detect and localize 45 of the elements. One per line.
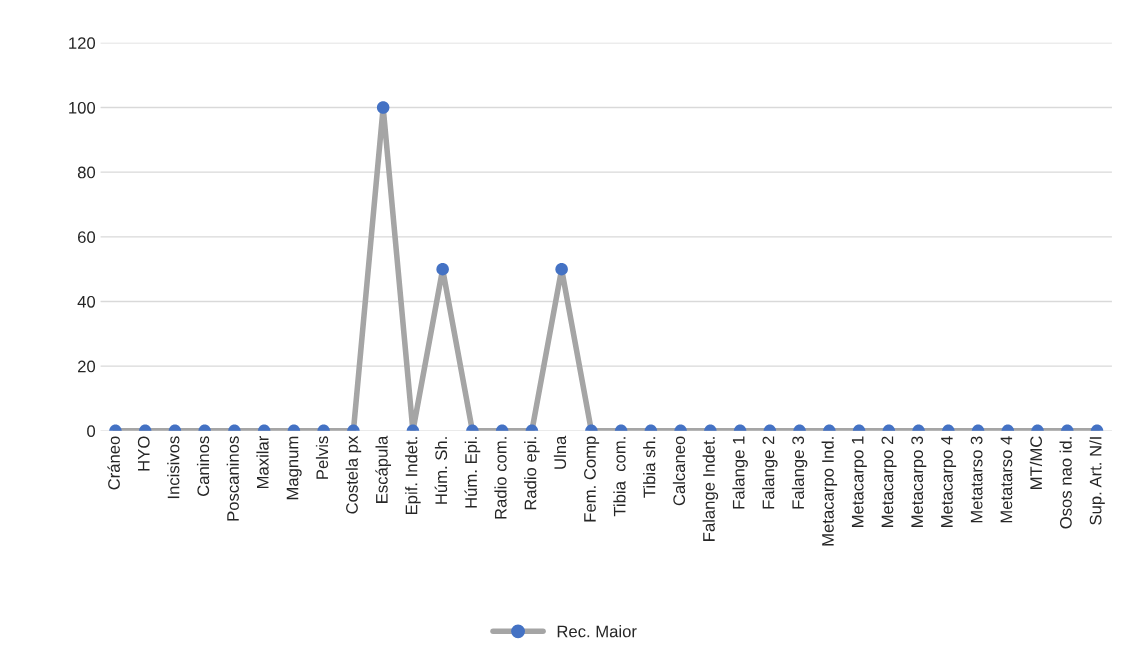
x-tick-label: Radio epi.: [524, 437, 540, 510]
x-tick-label: Tibia sh.: [643, 437, 656, 498]
y-tick-label: 80: [77, 166, 96, 179]
x-tick-label: Metatarso 3: [970, 436, 983, 523]
point: [376, 101, 390, 114]
x-tick-label: Sup. Art. N/I: [1089, 437, 1105, 525]
x-tick-label: Falange Indet.: [702, 437, 719, 541]
y-tick-label: 60: [78, 231, 96, 244]
x-tick-label: Magnum: [286, 436, 302, 500]
x-tick-label: Incisivos: [167, 436, 180, 499]
x-tick-label: Calcaneo: [672, 436, 686, 506]
x-tick-label: Falange 3: [791, 436, 808, 509]
x-tick-label: Radio com.: [494, 437, 507, 519]
x-tick-label: Metacarpo 2: [881, 436, 897, 527]
y-tick-label: 40: [77, 295, 96, 308]
x-tick-label: Metacarpo 1: [851, 436, 867, 527]
x-tick-label: Maxilar: [256, 435, 269, 489]
x-tick-label: HYO: [137, 436, 150, 471]
y-tick-label: 0: [87, 425, 96, 438]
x-tick-label: Metacarpo 3: [911, 436, 927, 527]
x-tick-label: Metacarpo 4: [941, 436, 957, 527]
x-tick-label: Escápula: [375, 435, 392, 503]
x-tick-label: Costela px: [345, 435, 362, 514]
y-tick-label: 120: [69, 37, 96, 50]
x-tick-label: Falange 1: [732, 436, 748, 509]
y-tick-label: 20: [78, 360, 96, 373]
x-tick-label: Fem. Comp: [584, 436, 600, 522]
x-tick-label: Epif. Indet.: [405, 437, 421, 514]
x-tick-label: Cráneo: [107, 436, 120, 490]
x-tick-label: Húm. Epi.: [464, 437, 481, 508]
x-tick-label: Tibia com.: [613, 437, 626, 517]
x-tick-label: Ulna: [553, 435, 567, 469]
x-tick-label: Pelvis: [315, 436, 329, 479]
y-tick-label: 100: [69, 101, 96, 114]
x-tick-label: Metacarpo Ind.: [821, 437, 838, 546]
x-tick-label: Falange 2: [762, 436, 778, 509]
x-tick-label: Poscaninos: [226, 436, 239, 521]
legend-label: Rec. Maior: [557, 625, 637, 638]
x-tick-label: Osos nao id.: [1059, 437, 1072, 529]
x-tick-label: Caninos: [196, 436, 210, 496]
x-tick-label: MT/MC: [1029, 436, 1043, 489]
x-tick-label: Húm. Sh.: [434, 437, 448, 504]
x-tick-label: Metatarso 4: [1000, 436, 1013, 523]
point: [555, 262, 568, 276]
point: [436, 262, 449, 276]
